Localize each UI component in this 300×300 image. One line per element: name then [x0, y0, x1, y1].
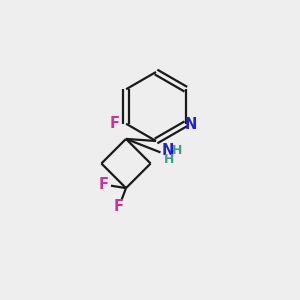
Text: N: N [162, 143, 174, 158]
Text: H: H [164, 153, 175, 167]
Text: F: F [110, 116, 120, 131]
Text: H: H [172, 143, 182, 157]
Text: N: N [185, 117, 197, 132]
Text: F: F [98, 177, 109, 192]
Text: F: F [113, 199, 124, 214]
